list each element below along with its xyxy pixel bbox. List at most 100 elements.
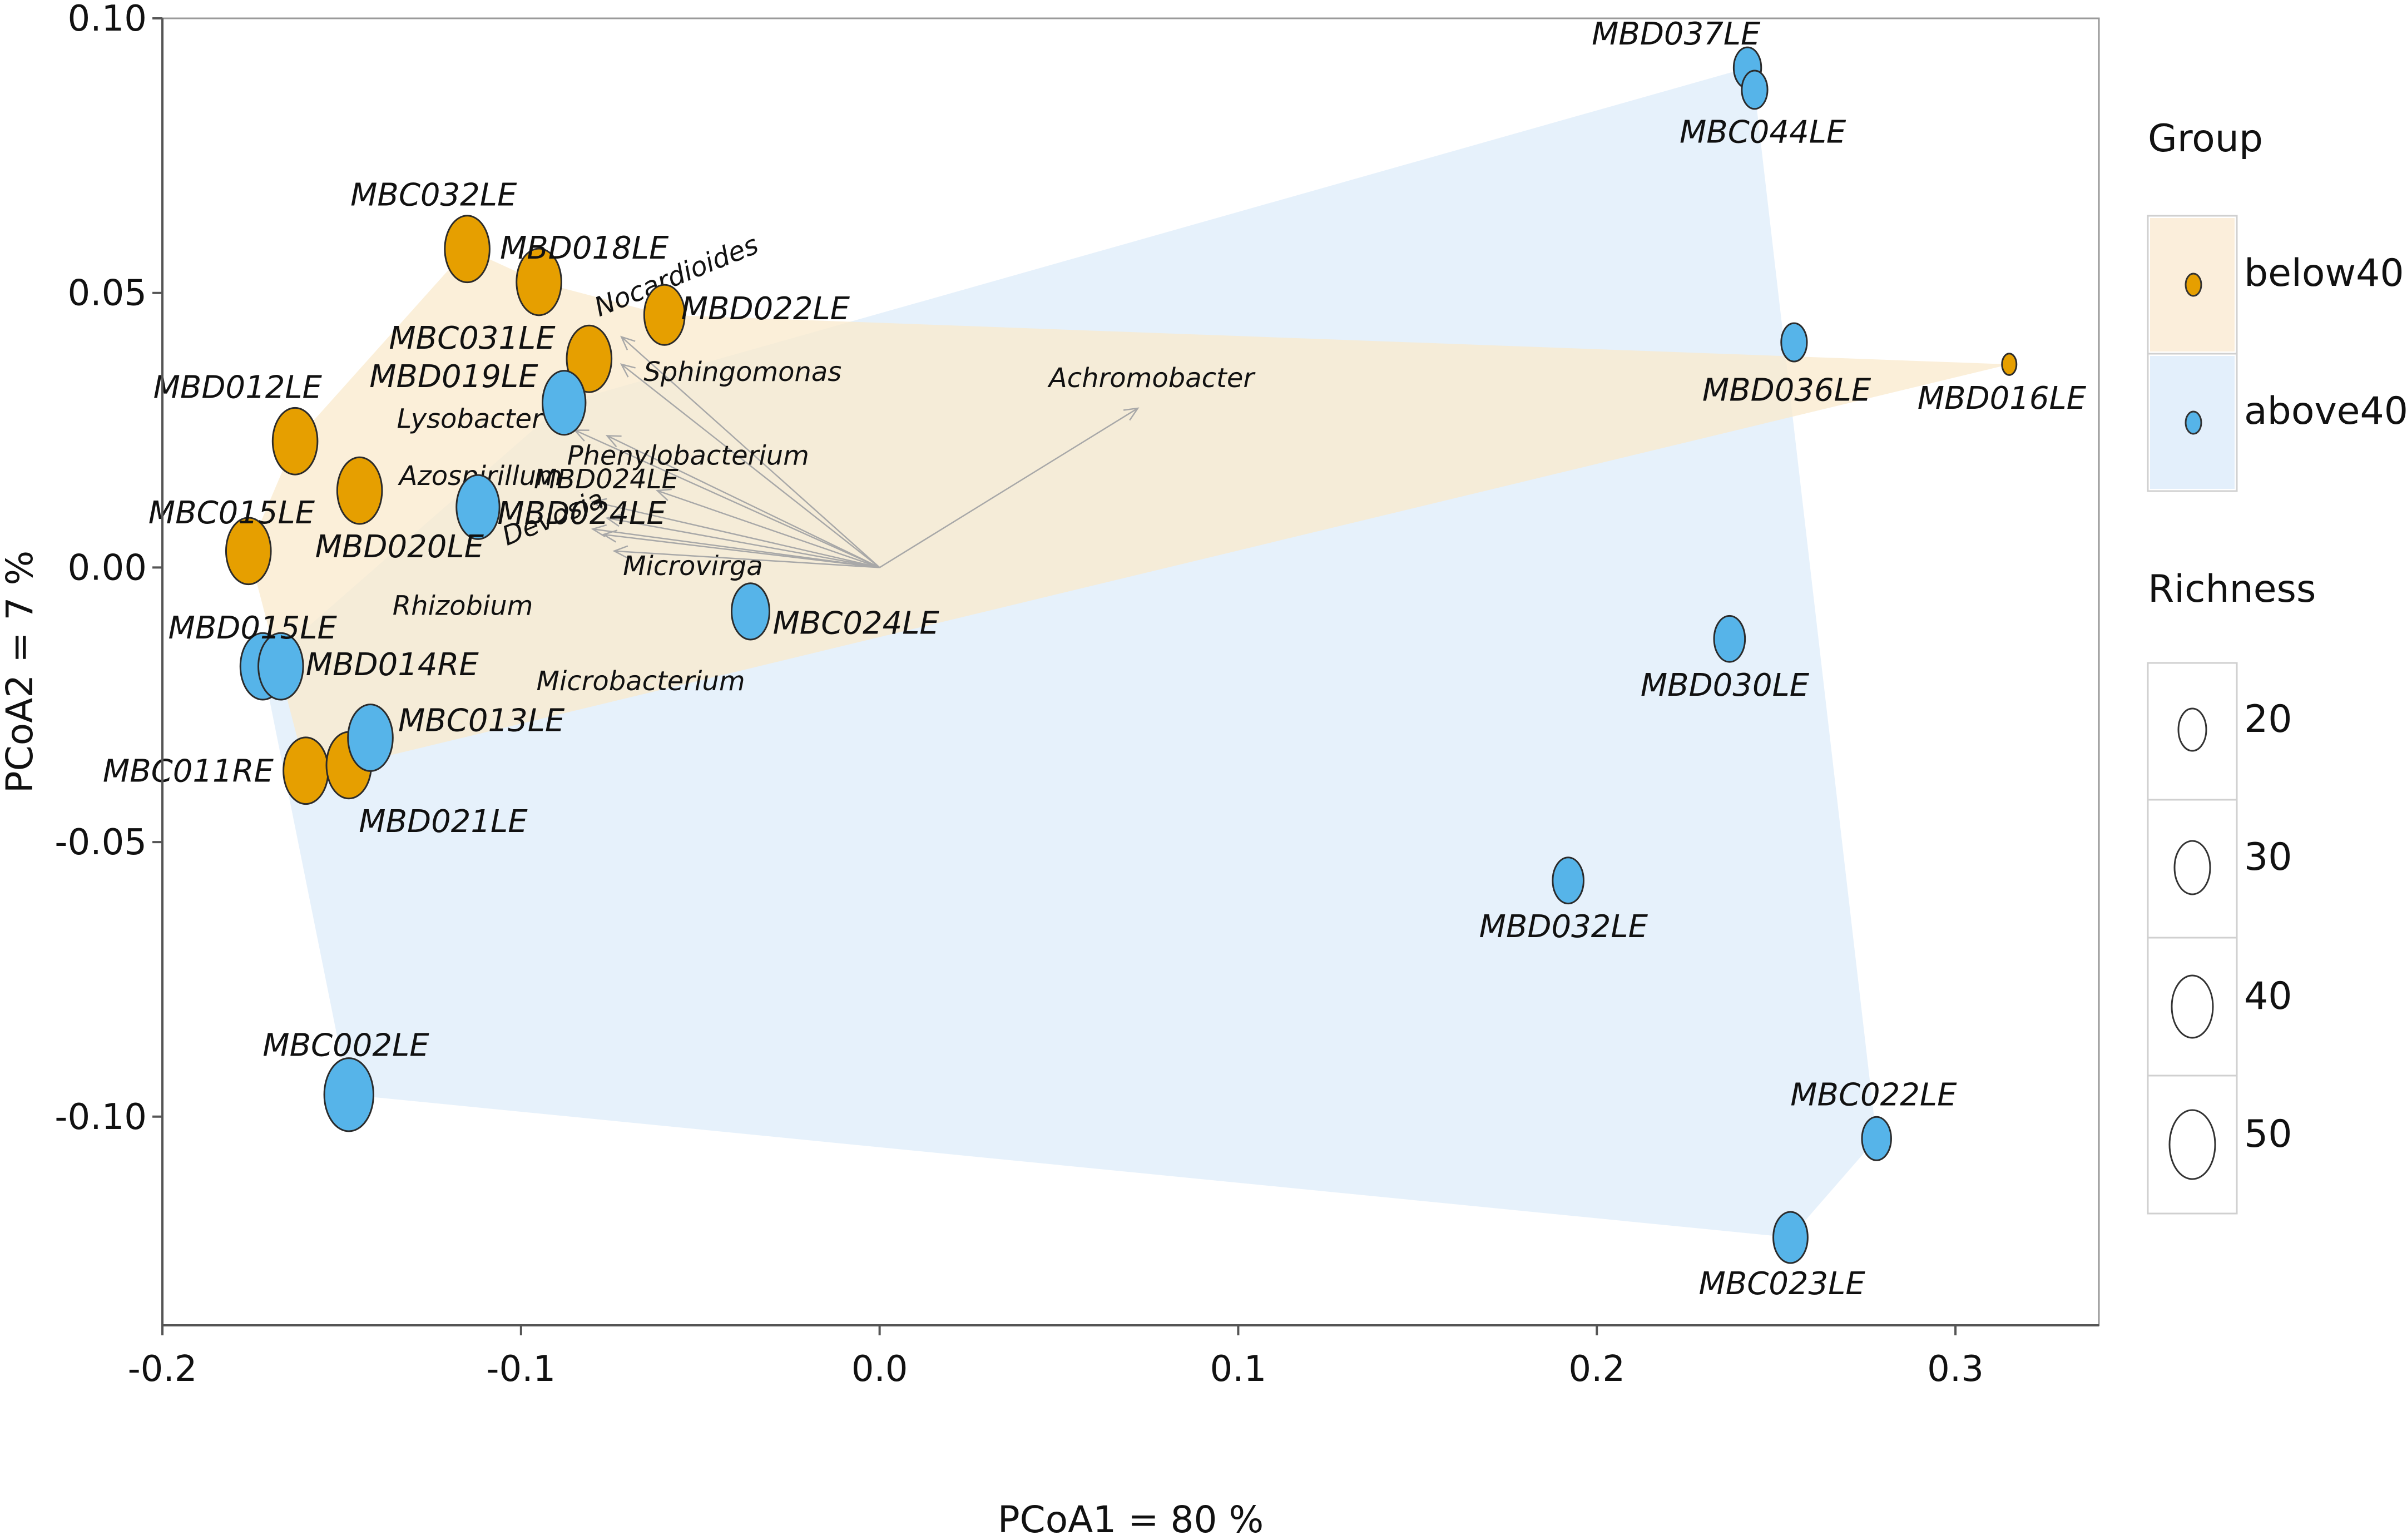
point-mbc024le [730,582,770,641]
legend-richness-20-marker [2177,707,2207,752]
label-mbd012le: MBD012LE [153,369,323,405]
label-mbc022le: MBC022LE [1790,1077,1957,1113]
x-axis-title: PCoA1 = 80 % [998,1498,1264,1540]
arrowhead-azospirillum [591,498,607,511]
x-tick-label: 0.2 [1568,1349,1625,1390]
legend-richness-50-marker [2168,1109,2216,1180]
legend-richness-20-label: 20 [2244,697,2292,741]
legend-richness-50-label: 50 [2244,1112,2292,1156]
legend-above40-label: above40 [2244,389,2407,433]
point-mbd014re [257,632,304,701]
arrowhead-devosia [605,514,622,527]
taxon-label-phenylobacterium: Phenylobacterium [567,440,809,471]
y-tick-label: 0.00 [68,547,147,588]
arrowhead-microbacterium [612,545,628,558]
point-mbc011re [283,736,329,805]
legend-richness-40-marker [2171,974,2214,1039]
label-mbd032le: MBD032LE [1479,909,1648,945]
legend-group-title: Group [2148,117,2263,161]
arrowhead-rhizobium [591,524,607,538]
label-mbc024le: MBC024LE [772,605,939,641]
axes: -0.2 -0.1 0.0 0.1 0.2 0.3 0.10 0.05 0.00 -0.05 -0.… [55,0,2099,1390]
taxon-label-sphingomonas: Sphingomonas [643,356,841,388]
legend-below40-label: below40 [2244,251,2404,295]
label-mbd016le: MBD016LE [1918,380,2087,417]
legend-richness-title: Richness [2148,567,2316,611]
label-mbc023le: MBC023LE [1698,1266,1865,1302]
point-mbd024le [455,474,501,540]
taxon-label-achromobacter: Achromobacter [1047,363,1256,394]
taxon-label-lysobacter: Lysobacter [397,404,544,435]
arrowhead-sphingomonas [620,363,636,378]
arrow-lysobacter [574,429,880,568]
arrow-mbd024le [657,489,880,568]
point-mbd020le [336,456,383,525]
x-tick-label: 0.1 [1210,1349,1267,1390]
arrow-phenylobacterium [607,435,880,568]
point-mbd032le [1552,856,1584,905]
point-mbc015le [225,517,272,586]
label-mbd030le: MBD030LE [1641,667,1810,704]
point-mbc032le [444,215,491,284]
y-tick-label: 0.05 [68,273,147,314]
legend-above40-marker [2185,410,2202,435]
arrowhead-mbd024le [655,488,672,501]
arrow-devosia [607,517,880,568]
label-mbc015le: MBC015LE [148,495,315,531]
arrow-rhizobium [592,528,880,568]
label-mbd018le: MBD018LE [500,230,669,266]
point-mbc022le [1861,1116,1892,1161]
label-mbd019le: MBD019LE [369,359,538,395]
legend-below40-marker [2185,273,2202,297]
arrow-nocardioides [621,336,880,568]
point-mbd022le [643,284,686,346]
label-mbc032le: MBC032LE [350,177,517,214]
label-mbd015le: MBD015LE [169,610,338,646]
point-mbd018le [516,247,562,316]
point-mbd036le [1780,322,1808,363]
arrow-sphingomonas [621,364,880,568]
hull-layer [248,67,2009,1238]
taxon-label-mbd024le: MBD024LE [534,464,679,495]
y-tick-label: -0.10 [55,1097,147,1138]
label-mbd037le: MBD037LE [1592,16,1761,52]
point-mbc044le [1741,70,1769,110]
label-mbd022le: MBD022LE [681,291,850,327]
x-tick-label: 0.3 [1927,1349,1984,1390]
point-mbd012le [271,407,319,476]
label-mbc011re: MBC011RE [103,754,274,790]
data-points [225,46,2018,1264]
point-labels: MBC032LE MBD018LE MBD022LE MBC031LE MBD012LE… [103,16,2087,1302]
x-tick-label: -0.1 [486,1349,556,1390]
label-mbc031le: MBC031LE [389,320,556,356]
point-mbc013le [347,704,394,772]
legend-richness-40-label: 40 [2244,974,2292,1018]
label-mbd021le: MBD021LE [359,804,528,840]
label-mbd014re: MBD014RE [306,647,479,683]
label-mbc013le: MBC013LE [398,702,565,739]
arrowhead-nocardioides [620,335,636,350]
point-mbd030le [1713,615,1746,663]
point-mbc031le [566,324,613,393]
label-mbd024le: MBD024LE [497,496,666,532]
point-mbd019le [541,370,587,436]
label-mbc002le: MBC002LE [263,1027,429,1063]
legend-richness-30-label: 30 [2244,835,2292,879]
hull-below40 [248,249,2009,771]
point-mbc023le [1772,1211,1809,1264]
label-mbc044le: MBC044LE [1680,114,1846,150]
legend-richness-30-marker [2173,840,2211,895]
arrowhead-phenylobacterium [605,435,622,448]
arrow-microbacterium [614,550,880,568]
taxon-label-rhizobium: Rhizobium [393,590,533,621]
y-tick-label: -0.05 [55,822,147,863]
point-mbd016le [2001,353,2018,376]
arrow-achromobacter [879,407,1138,568]
arrowhead-achromobacter [1123,407,1140,421]
legend: Group below40 above40 Richness 20 30 40 … [2147,117,2407,1215]
label-mbd020le: MBD020LE [315,529,484,565]
taxon-label-microbacterium: Microbacterium [536,666,745,697]
arrow-azospirillum [592,501,880,568]
x-tick-label: 0.0 [851,1349,908,1390]
